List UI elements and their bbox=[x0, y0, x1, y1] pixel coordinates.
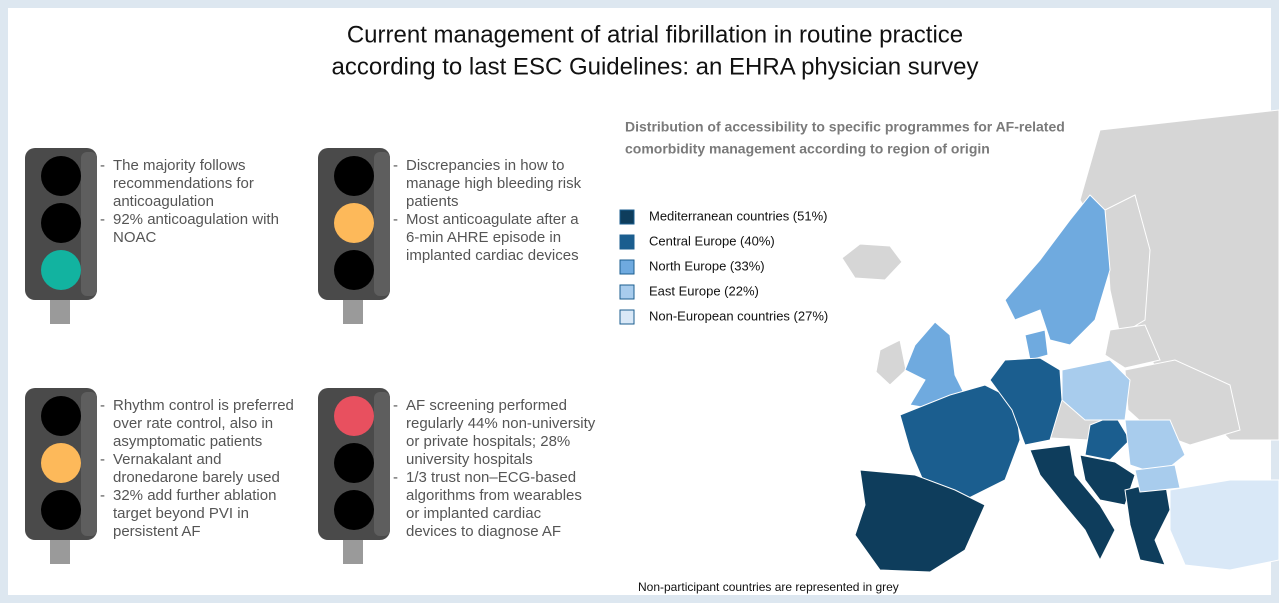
panel-text: NOAC bbox=[113, 229, 157, 246]
iceland bbox=[841, 243, 903, 281]
dash: - bbox=[100, 487, 105, 504]
panel-text: implanted cardiac devices bbox=[406, 247, 579, 264]
ireland bbox=[875, 339, 907, 386]
dash: - bbox=[100, 211, 105, 228]
pole bbox=[343, 538, 363, 564]
panel-text: Rhythm control is preferred bbox=[113, 397, 294, 414]
panel-text: devices to diagnose AF bbox=[406, 523, 561, 540]
panel-text: persistent AF bbox=[113, 523, 201, 540]
light-edge bbox=[81, 152, 97, 296]
panel-text: university hospitals bbox=[406, 451, 533, 468]
panel-text: dronedarone barely used bbox=[113, 469, 280, 486]
panel-text: The majority follows bbox=[113, 157, 246, 174]
title: according to last ESC Guidelines: an EHR… bbox=[332, 53, 979, 80]
dash: - bbox=[393, 157, 398, 174]
panel-text: asymptomatic patients bbox=[113, 433, 262, 450]
dash: - bbox=[100, 157, 105, 174]
panel-text: algorithms from wearables bbox=[406, 487, 582, 504]
lamp bbox=[41, 490, 81, 530]
denmark bbox=[1024, 329, 1049, 361]
panel-text: recommendations for bbox=[113, 175, 254, 192]
panel-text: regularly 44% non-university bbox=[406, 415, 596, 432]
turkey bbox=[1169, 479, 1279, 571]
bulgaria bbox=[1134, 464, 1181, 493]
pole bbox=[50, 538, 70, 564]
legend-swatch bbox=[619, 209, 635, 225]
panel-text: 6-min AHRE episode in bbox=[406, 229, 561, 246]
panel-text: Vernakalant and bbox=[113, 451, 221, 468]
panel-text: over rate control, also in bbox=[113, 415, 273, 432]
scandinavia bbox=[1004, 194, 1111, 346]
lamp bbox=[334, 490, 374, 530]
panel-text: patients bbox=[406, 193, 459, 210]
dash: - bbox=[100, 397, 105, 414]
legend-label: Mediterranean countries (51%) bbox=[649, 208, 827, 223]
legend: Mediterranean countries (51%) Central Eur… bbox=[619, 208, 828, 325]
lamp bbox=[334, 250, 374, 290]
lamp bbox=[41, 203, 81, 243]
panel-text: Most anticoagulate after a bbox=[406, 211, 579, 228]
map-note: Non-participant countries are represente… bbox=[638, 580, 899, 594]
legend-swatch bbox=[619, 284, 635, 300]
panel-text: manage high bleeding risk bbox=[406, 175, 582, 192]
panel-text: 1/3 trust non–ECG-based bbox=[406, 469, 576, 486]
lamp bbox=[334, 203, 374, 243]
map bbox=[841, 109, 1279, 573]
map-title: Distribution of accessibility to specifi… bbox=[625, 119, 1065, 135]
france bbox=[899, 384, 1021, 501]
legend-label: North Europe (33%) bbox=[649, 258, 765, 273]
italy bbox=[1029, 444, 1116, 562]
map-title: comorbidity management according to regi… bbox=[625, 141, 990, 157]
lamp bbox=[334, 443, 374, 483]
title: Current management of atrial fibrillatio… bbox=[347, 21, 963, 48]
lamp bbox=[334, 396, 374, 436]
lamp bbox=[334, 156, 374, 196]
panel-text: Discrepancies in how to bbox=[406, 157, 564, 174]
iberia bbox=[854, 469, 986, 573]
legend-label: East Europe (22%) bbox=[649, 283, 759, 298]
legend-label: Central Europe (40%) bbox=[649, 233, 775, 248]
legend-swatch bbox=[619, 259, 635, 275]
panel-text: anticoagulation bbox=[113, 193, 214, 210]
light-edge bbox=[374, 392, 390, 536]
panel-text: AF screening performed bbox=[406, 397, 567, 414]
panel-text: or implanted cardiac bbox=[406, 505, 542, 522]
dash: - bbox=[393, 211, 398, 228]
balkans bbox=[1079, 454, 1136, 506]
light-edge bbox=[81, 392, 97, 536]
dash: - bbox=[100, 451, 105, 468]
legend-swatch bbox=[619, 309, 635, 325]
legend-swatch bbox=[619, 234, 635, 250]
legend-label: Non-European countries (27%) bbox=[649, 308, 828, 323]
pole bbox=[50, 298, 70, 324]
dash: - bbox=[393, 397, 398, 414]
lamp bbox=[41, 156, 81, 196]
dash: - bbox=[393, 469, 398, 486]
baltics bbox=[1104, 324, 1161, 369]
panel-text: 32% add further ablation bbox=[113, 487, 276, 504]
panel-text: target beyond PVI in bbox=[113, 505, 249, 522]
lamp bbox=[41, 396, 81, 436]
traffic-lights bbox=[25, 148, 390, 564]
panel-text: 92% anticoagulation with bbox=[113, 211, 279, 228]
panel-text: or private hospitals; 28% bbox=[406, 433, 570, 450]
lamp bbox=[41, 443, 81, 483]
lamp bbox=[41, 250, 81, 290]
finland bbox=[1104, 194, 1151, 336]
light-edge bbox=[374, 152, 390, 296]
pole bbox=[343, 298, 363, 324]
